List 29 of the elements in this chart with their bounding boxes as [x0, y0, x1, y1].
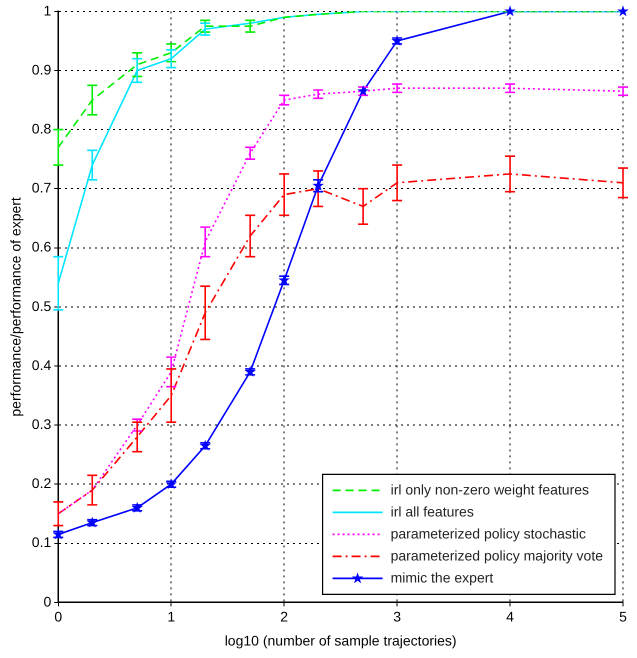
- x-tick-label: 2: [280, 608, 288, 625]
- y-tick-label: 0.3: [32, 416, 52, 432]
- y-tick-label: 0.5: [32, 298, 52, 314]
- point: [504, 5, 516, 16]
- y-tick-label: 0.8: [32, 120, 52, 136]
- x-tick-label: 4: [506, 608, 514, 625]
- legend-label: irl only non-zero weight features: [390, 481, 590, 498]
- legend-label: parameterized policy majority vote: [390, 547, 604, 564]
- y-axis-title: performance/performance of expert: [7, 197, 24, 417]
- x-axis-title: log10 (number of sample trajectories): [224, 632, 457, 648]
- y-tick-label: 0.9: [32, 61, 52, 78]
- y-tick-label: 0.6: [32, 238, 52, 255]
- point: [244, 366, 256, 377]
- x-tick-label: 5: [619, 608, 628, 625]
- legend-label: mimic the expert: [390, 569, 494, 586]
- y-tick-label: 1: [43, 2, 52, 18]
- x-tick-label: 1: [167, 608, 176, 625]
- y-tick-label: 0: [43, 593, 52, 610]
- point: [617, 5, 629, 16]
- y-tick-label: 0.2: [32, 475, 52, 492]
- x-tick-label: 0: [54, 608, 62, 625]
- legend-label: parameterized policy stochastic: [390, 525, 586, 542]
- y-tick-label: 0.1: [32, 534, 52, 550]
- y-tick-label: 0.4: [32, 356, 52, 373]
- legend-label: irl all features: [390, 503, 474, 520]
- y-tick-label: 0.7: [32, 180, 52, 196]
- point: [200, 440, 211, 451]
- x-tick-label: 3: [393, 608, 402, 625]
- point: [132, 502, 143, 513]
